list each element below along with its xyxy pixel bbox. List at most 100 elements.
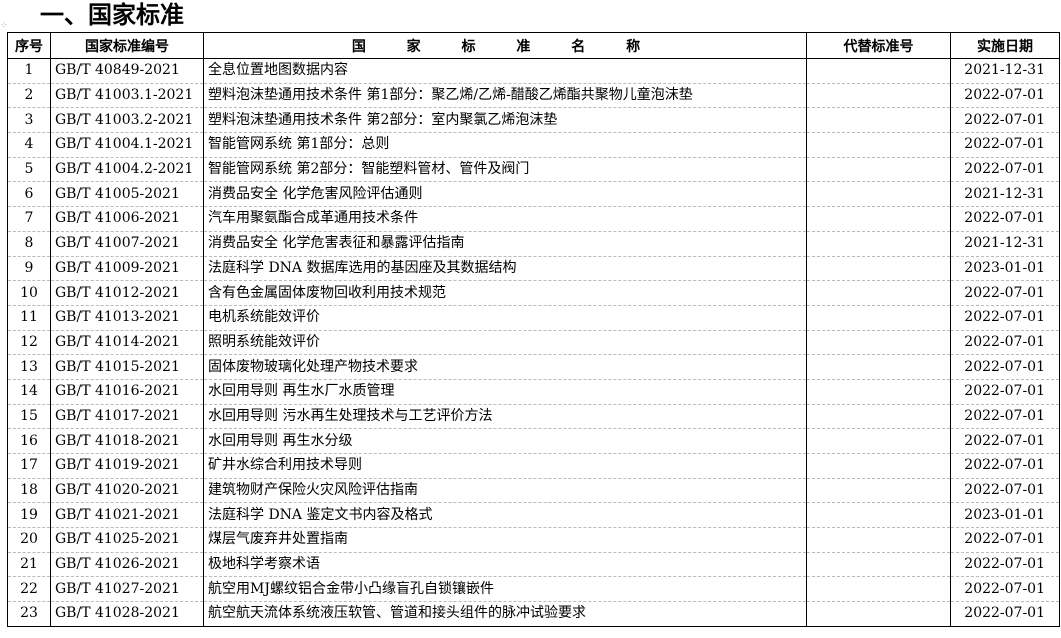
implementation-date[interactable]: 2022-07-01 xyxy=(950,305,1060,331)
row-index[interactable]: 9 xyxy=(7,256,51,282)
implementation-date[interactable]: 2022-07-01 xyxy=(950,83,1060,109)
row-index[interactable]: 14 xyxy=(7,379,51,405)
row-index[interactable]: 8 xyxy=(7,231,51,257)
standard-number[interactable]: GB/T 40849-2021 xyxy=(50,58,204,84)
replaced-standard[interactable] xyxy=(806,330,951,356)
row-index[interactable]: 21 xyxy=(7,552,51,578)
standard-name[interactable]: 水回用导则 再生水厂水质管理 xyxy=(203,379,807,405)
standard-number[interactable]: GB/T 41004.2-2021 xyxy=(50,157,204,183)
standard-number[interactable]: GB/T 41025-2021 xyxy=(50,527,204,553)
standard-number[interactable]: GB/T 41028-2021 xyxy=(50,601,204,627)
standard-number[interactable]: GB/T 41026-2021 xyxy=(50,552,204,578)
replaced-standard[interactable] xyxy=(806,527,951,553)
replaced-standard[interactable] xyxy=(806,354,951,380)
replaced-standard[interactable] xyxy=(806,404,951,430)
row-index[interactable]: 10 xyxy=(7,280,51,306)
row-index[interactable]: 3 xyxy=(7,107,51,134)
standard-number[interactable]: GB/T 41014-2021 xyxy=(50,330,204,356)
implementation-date[interactable]: 2022-07-01 xyxy=(950,478,1060,504)
row-index[interactable]: 18 xyxy=(7,478,51,504)
standard-number[interactable]: GB/T 41027-2021 xyxy=(50,576,204,603)
standard-number[interactable]: GB/T 41018-2021 xyxy=(50,428,204,454)
standard-name[interactable]: 消费品安全 化学危害风险评估通则 xyxy=(203,181,807,208)
standard-name[interactable]: 智能管网系统 第1部分：总则 xyxy=(203,132,807,158)
standard-name[interactable]: 航空航天流体系统液压软管、管道和接头组件的脉冲试验要求 xyxy=(203,601,807,627)
standard-name[interactable]: 含有色金属固体废物回收利用技术规范 xyxy=(203,280,807,306)
row-index[interactable]: 6 xyxy=(7,181,51,208)
standard-number[interactable]: GB/T 41009-2021 xyxy=(50,256,204,282)
implementation-date[interactable]: 2022-07-01 xyxy=(950,601,1060,627)
standard-name[interactable]: 汽车用聚氨酯合成革通用技术条件 xyxy=(203,206,807,232)
replaced-standard[interactable] xyxy=(806,256,951,282)
replaced-standard[interactable] xyxy=(806,231,951,257)
standard-number[interactable]: GB/T 41019-2021 xyxy=(50,453,204,479)
implementation-date[interactable]: 2022-07-01 xyxy=(950,280,1060,306)
implementation-date[interactable]: 2022-07-01 xyxy=(950,527,1060,553)
implementation-date[interactable]: 2021-12-31 xyxy=(950,231,1060,257)
replaced-standard[interactable] xyxy=(806,83,951,109)
standard-number[interactable]: GB/T 41017-2021 xyxy=(50,404,204,430)
implementation-date[interactable]: 2022-07-01 xyxy=(950,157,1060,183)
row-index[interactable]: 23 xyxy=(7,601,51,627)
implementation-date[interactable]: 2023-01-01 xyxy=(950,256,1060,282)
row-index[interactable]: 22 xyxy=(7,576,51,603)
standard-number[interactable]: GB/T 41013-2021 xyxy=(50,305,204,331)
row-index[interactable]: 5 xyxy=(7,157,51,183)
implementation-date[interactable]: 2022-07-01 xyxy=(950,576,1060,603)
row-index[interactable]: 2 xyxy=(7,83,51,109)
implementation-date[interactable]: 2022-07-01 xyxy=(950,379,1060,405)
implementation-date[interactable]: 2023-01-01 xyxy=(950,502,1060,529)
replaced-standard[interactable] xyxy=(806,132,951,158)
standard-number[interactable]: GB/T 41012-2021 xyxy=(50,280,204,306)
standard-number[interactable]: GB/T 41015-2021 xyxy=(50,354,204,380)
implementation-date[interactable]: 2022-07-01 xyxy=(950,206,1060,232)
implementation-date[interactable]: 2022-07-01 xyxy=(950,453,1060,479)
standard-name[interactable]: 水回用导则 污水再生处理技术与工艺评价方法 xyxy=(203,404,807,430)
standard-name[interactable]: 塑料泡沫垫通用技术条件 第1部分：聚乙烯/乙烯-醋酸乙烯酯共聚物儿童泡沫垫 xyxy=(203,83,807,109)
replaced-standard[interactable] xyxy=(806,58,951,84)
replaced-standard[interactable] xyxy=(806,181,951,208)
replaced-standard[interactable] xyxy=(806,107,951,134)
row-index[interactable]: 7 xyxy=(7,206,51,232)
row-index[interactable]: 1 xyxy=(7,58,51,84)
replaced-standard[interactable] xyxy=(806,379,951,405)
replaced-standard[interactable] xyxy=(806,280,951,306)
standard-number[interactable]: GB/T 41021-2021 xyxy=(50,502,204,529)
standard-number[interactable]: GB/T 41003.1-2021 xyxy=(50,83,204,109)
standard-number[interactable]: GB/T 41006-2021 xyxy=(50,206,204,232)
implementation-date[interactable]: 2022-07-01 xyxy=(950,330,1060,356)
row-index[interactable]: 4 xyxy=(7,132,51,158)
replaced-standard[interactable] xyxy=(806,478,951,504)
row-index[interactable]: 13 xyxy=(7,354,51,380)
standard-number[interactable]: GB/T 41016-2021 xyxy=(50,379,204,405)
replaced-standard[interactable] xyxy=(806,576,951,603)
row-index[interactable]: 19 xyxy=(7,502,51,529)
standard-number[interactable]: GB/T 41003.2-2021 xyxy=(50,107,204,134)
row-index[interactable]: 16 xyxy=(7,428,51,454)
implementation-date[interactable]: 2022-07-01 xyxy=(950,428,1060,454)
standard-name[interactable]: 塑料泡沫垫通用技术条件 第2部分：室内聚氯乙烯泡沫垫 xyxy=(203,107,807,134)
standard-name[interactable]: 全息位置地图数据内容 xyxy=(203,58,807,84)
replaced-standard[interactable] xyxy=(806,552,951,578)
replaced-standard[interactable] xyxy=(806,601,951,627)
standard-number[interactable]: GB/T 41020-2021 xyxy=(50,478,204,504)
standard-name[interactable]: 照明系统能效评价 xyxy=(203,330,807,356)
standard-name[interactable]: 法庭科学 DNA 鉴定文书内容及格式 xyxy=(203,502,807,529)
standard-name[interactable]: 矿井水综合利用技术导则 xyxy=(203,453,807,479)
replaced-standard[interactable] xyxy=(806,502,951,529)
implementation-date[interactable]: 2022-07-01 xyxy=(950,354,1060,380)
standard-name[interactable]: 智能管网系统 第2部分：智能塑料管材、管件及阀门 xyxy=(203,157,807,183)
standard-name[interactable]: 煤层气废弃井处置指南 xyxy=(203,527,807,553)
standard-number[interactable]: GB/T 41004.1-2021 xyxy=(50,132,204,158)
standard-name[interactable]: 固体废物玻璃化处理产物技术要求 xyxy=(203,354,807,380)
implementation-date[interactable]: 2022-07-01 xyxy=(950,552,1060,578)
replaced-standard[interactable] xyxy=(806,428,951,454)
standard-number[interactable]: GB/T 41007-2021 xyxy=(50,231,204,257)
standard-name[interactable]: 法庭科学 DNA 数据库选用的基因座及其数据结构 xyxy=(203,256,807,282)
standard-name[interactable]: 电机系统能效评价 xyxy=(203,305,807,331)
replaced-standard[interactable] xyxy=(806,206,951,232)
implementation-date[interactable]: 2022-07-01 xyxy=(950,107,1060,134)
replaced-standard[interactable] xyxy=(806,453,951,479)
row-index[interactable]: 17 xyxy=(7,453,51,479)
row-index[interactable]: 20 xyxy=(7,527,51,553)
